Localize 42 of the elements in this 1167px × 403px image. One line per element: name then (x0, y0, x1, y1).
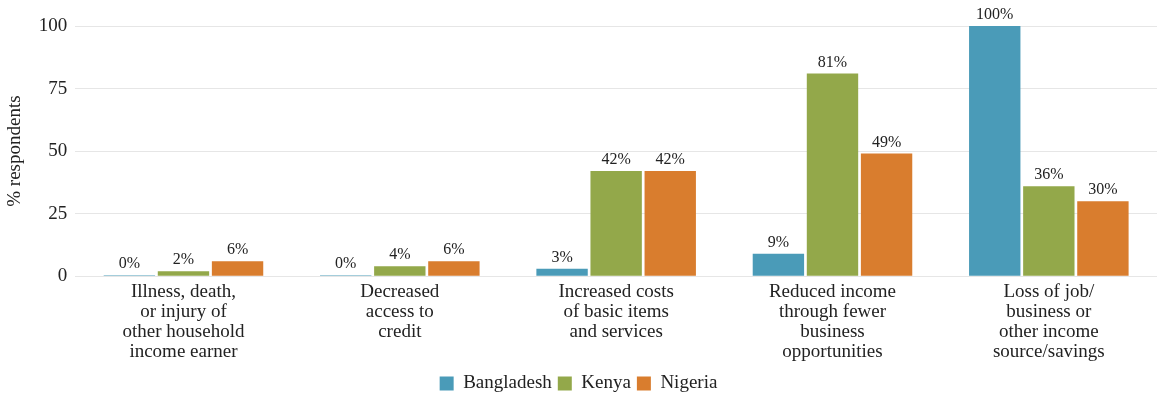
data-label: 9% (767, 232, 790, 250)
bar (806, 73, 859, 276)
bar (590, 171, 642, 276)
bar (969, 26, 1021, 276)
bar (374, 266, 426, 276)
data-label: 0% (118, 254, 141, 272)
y-tick-label: 25 (48, 201, 68, 223)
bar (157, 271, 210, 276)
y-axis-title: % respondents (3, 95, 25, 207)
x-tick-label: Reduced income through fewer business opportunities (768, 280, 897, 362)
data-label: 6% (443, 240, 465, 258)
y-tick-label: 75 (48, 76, 68, 98)
data-label: 49% (871, 132, 902, 150)
bar (860, 153, 913, 276)
x-tick-label: Illness, death, or injury of other household income earner (122, 280, 245, 362)
data-label: 3% (551, 247, 573, 265)
data-label: 4% (389, 245, 411, 263)
y-tick-label: 100 (38, 13, 68, 35)
bar (536, 268, 588, 276)
bar (428, 261, 480, 276)
data-label: 30% (1088, 180, 1118, 198)
legend-label: Kenya (581, 371, 632, 393)
data-label: 6% (226, 240, 249, 258)
bar (644, 171, 696, 276)
bar (752, 253, 805, 276)
bar (211, 261, 264, 276)
y-tick-label: 0 (57, 264, 68, 286)
bar (1077, 201, 1129, 276)
x-tick-label: Increased costs of basic items and services (558, 280, 674, 342)
legend-label: Nigeria (660, 371, 718, 393)
data-label: 81% (817, 52, 848, 70)
y-tick-label: 50 (48, 139, 68, 161)
data-label: 100% (976, 5, 1014, 23)
x-tick-label: Loss of job/ business or other income source/savings (992, 280, 1105, 362)
data-label: 36% (1034, 165, 1064, 183)
bar (1023, 186, 1075, 276)
data-label: 2% (172, 250, 195, 268)
data-label: 0% (335, 254, 357, 272)
data-label: 42% (655, 150, 685, 168)
x-tick-label: Decreased access to credit (360, 280, 440, 342)
data-label: 42% (601, 150, 631, 168)
legend-label: Bangladesh (463, 371, 553, 393)
